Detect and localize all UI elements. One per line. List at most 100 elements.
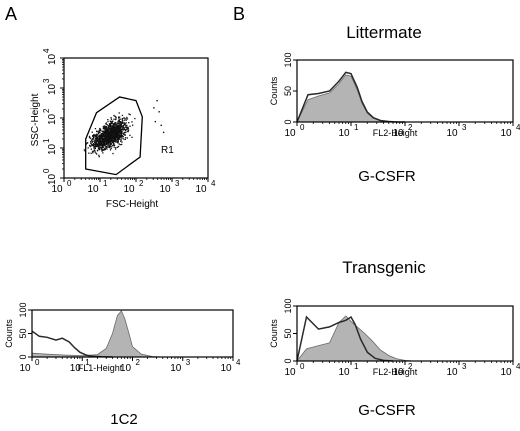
scatter-event-dot (105, 139, 107, 141)
scatter-outlier-dot (156, 99, 158, 102)
scatter-event-dot (118, 134, 120, 136)
scatter-outlier-dot (158, 111, 160, 113)
scatter-event-dot (111, 137, 113, 140)
scatter-event-dot (94, 134, 96, 137)
scatter-event-dot (93, 144, 95, 146)
scatter-event-dot (101, 134, 103, 136)
1c2-y-axis-title: Counts (4, 319, 14, 348)
littermate-x-tick-exponent: 2 (408, 123, 413, 132)
scatter-event-dot (89, 144, 91, 147)
scatter-event-dot (109, 124, 111, 126)
scatter-y-tick-label: 10 (47, 53, 58, 65)
scatter-event-dot (117, 133, 119, 135)
scatter-event-dot (125, 129, 127, 131)
scatter-event-dot (88, 137, 91, 139)
scatter-x-tick-exponent: 4 (211, 179, 216, 188)
scatter-event-dot (94, 142, 97, 144)
scatter-event-dot (122, 136, 124, 138)
scatter-event-dot (98, 145, 100, 147)
scatter-event-dot (105, 138, 107, 140)
scatter-event-dot (132, 124, 134, 126)
transgenic-y-tick-label: 0 (283, 358, 293, 363)
scatter-event-dot (127, 129, 130, 132)
scatter-event-dot (131, 136, 133, 138)
scatter-event-dot (115, 129, 117, 131)
scatter-event-dot (104, 127, 106, 129)
transgenic-x-tick-label: 10 (338, 367, 350, 378)
scatter-event-dot (118, 124, 120, 126)
scatter-event-dot (116, 132, 118, 134)
scatter-event-dot (112, 144, 114, 147)
scatter-event-dot (91, 140, 93, 142)
scatter-event-dot (111, 121, 113, 124)
scatter-event-dot (94, 135, 96, 138)
scatter-event-dot (126, 137, 128, 139)
scatter-event-dot (123, 127, 125, 129)
scatter-event-dot (110, 147, 112, 150)
scatter-event-dot (116, 140, 118, 142)
scatter-event-dot (120, 136, 122, 138)
scatter-event-dot (121, 114, 124, 117)
scatter-event-dot (107, 136, 109, 138)
scatter-event-dot (109, 127, 111, 129)
scatter-event-dot (112, 141, 114, 143)
scatter-event-dot (117, 138, 119, 140)
scatter-event-dot (117, 120, 120, 122)
scatter-event-dot (110, 143, 113, 145)
scatter-event-dot (105, 146, 107, 148)
scatter-event-dot (118, 117, 120, 119)
scatter-event-dot (107, 132, 109, 134)
scatter-event-dot (99, 139, 101, 141)
scatter-event-dot (118, 137, 120, 139)
scatter-event-dot (95, 143, 97, 145)
scatter-outlier-dot (153, 107, 155, 109)
scatter-event-dot (92, 140, 94, 142)
scatter-event-dot (115, 137, 117, 139)
scatter-event-dot (102, 152, 104, 154)
scatter-event-dot (109, 142, 111, 144)
scatter-event-dot (118, 129, 121, 131)
scatter-event-dot (129, 114, 131, 116)
scatter-event-dot (123, 131, 126, 134)
scatter-event-dot (106, 127, 108, 129)
scatter-event-dot (107, 137, 109, 140)
scatter-event-dot (120, 140, 122, 142)
littermate-title: Littermate (346, 23, 422, 42)
scatter-event-dot (115, 127, 117, 129)
transgenic-y-tick-label: 50 (283, 328, 293, 338)
scatter-event-dot (116, 141, 118, 143)
scatter-event-dot (118, 119, 120, 121)
scatter-event-dot (113, 133, 115, 135)
scatter-event-dot (109, 141, 112, 143)
scatter-event-dot (104, 135, 106, 137)
scatter-event-dot (116, 136, 118, 138)
scatter-event-dot (110, 139, 112, 141)
scatter-event-dot (104, 139, 107, 141)
transgenic-x-tick-exponent: 4 (516, 362, 520, 371)
scatter-event-dot (111, 135, 114, 137)
scatter-event-dot (113, 114, 115, 117)
scatter-event-dot (123, 122, 125, 124)
scatter-event-dot (121, 121, 123, 124)
scatter-event-dot (115, 134, 117, 136)
scatter-event-dot (120, 139, 122, 141)
scatter-event-dot (92, 152, 94, 154)
1c2-y-tick-label: 0 (18, 354, 28, 359)
transgenic-x-axis-title: FL2-Height (373, 367, 418, 377)
scatter-event-dot (88, 152, 90, 154)
scatter-event-dot (108, 145, 110, 147)
scatter-event-dot (101, 136, 103, 139)
scatter-event-dot (121, 137, 123, 140)
scatter-event-dot (90, 148, 92, 150)
scatter-event-dot (107, 119, 109, 121)
scatter-event-dot (119, 129, 122, 131)
scatter-x-tick-label: 10 (51, 184, 63, 195)
scatter-event-dot (106, 134, 108, 136)
scatter-event-dot (107, 129, 110, 131)
scatter-event-dot (110, 122, 112, 124)
scatter-event-dot (123, 133, 125, 136)
scatter-event-dot (93, 140, 96, 142)
scatter-event-dot (117, 122, 119, 124)
scatter-event-dot (104, 145, 106, 147)
scatter-event-dot (102, 146, 105, 148)
